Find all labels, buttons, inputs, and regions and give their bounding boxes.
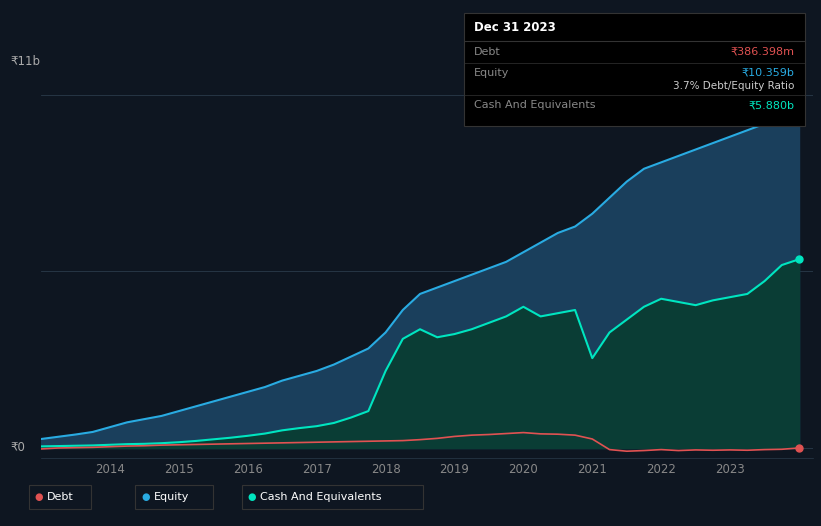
Text: Equity: Equity [154, 492, 189, 502]
Text: Cash And Equivalents: Cash And Equivalents [474, 100, 595, 110]
Text: Debt: Debt [474, 46, 501, 57]
Text: ●: ● [34, 492, 43, 502]
Text: 3.7% Debt/Equity Ratio: 3.7% Debt/Equity Ratio [673, 80, 795, 91]
Text: ●: ● [141, 492, 149, 502]
Text: Equity: Equity [474, 67, 509, 78]
Text: Dec 31 2023: Dec 31 2023 [474, 22, 556, 34]
Text: Debt: Debt [47, 492, 74, 502]
Text: ₹386.398m: ₹386.398m [731, 46, 795, 57]
Text: ●: ● [248, 492, 256, 502]
Text: ₹10.359b: ₹10.359b [742, 67, 795, 78]
Text: ₹0: ₹0 [10, 441, 25, 454]
Text: ₹5.880b: ₹5.880b [749, 100, 795, 110]
Text: ₹11b: ₹11b [10, 55, 40, 67]
Text: Cash And Equivalents: Cash And Equivalents [260, 492, 382, 502]
